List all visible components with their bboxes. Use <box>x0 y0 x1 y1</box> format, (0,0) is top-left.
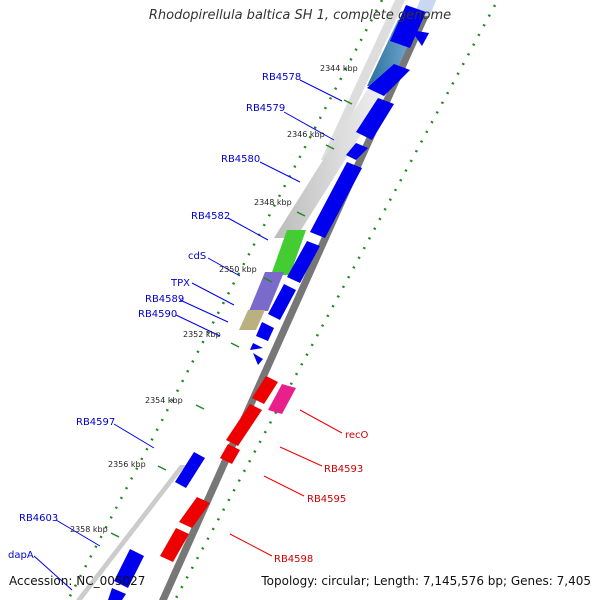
tick-label: 2358 kbp <box>70 525 108 534</box>
forward-genes <box>108 5 429 600</box>
forward-gene[interactable] <box>250 343 263 350</box>
tick-label: 2350 kbp <box>219 265 257 274</box>
tick-label: 2344 kbp <box>320 64 358 73</box>
gene-label[interactable]: RB4603 <box>19 513 58 524</box>
feature-cds-green <box>271 230 306 275</box>
reverse-leaders <box>229 409 343 557</box>
gene-label[interactable]: RB4598 <box>274 554 313 565</box>
forward-gene[interactable] <box>114 549 144 588</box>
map-title: Rhodopirellula baltica SH 1, complete ge… <box>148 8 452 23</box>
forward-gene[interactable] <box>256 322 274 341</box>
forward-gene[interactable] <box>346 143 368 160</box>
gene-label[interactable]: cdS <box>188 251 206 262</box>
forward-gene[interactable] <box>268 284 296 320</box>
reverse-gene[interactable] <box>220 444 240 464</box>
gene-label[interactable]: RB4580 <box>221 154 260 165</box>
tick-leaders <box>110 99 353 538</box>
feature-tpx-purple <box>249 272 284 311</box>
forward-leaders <box>33 79 343 591</box>
reverse-gene-labels: recO RB4593 RB4595 RB4598 <box>274 430 369 565</box>
gene-label[interactable]: RB4590 <box>138 309 177 320</box>
gene-label[interactable]: RB4595 <box>307 494 346 505</box>
topology-label: Topology: circular; Length: 7,145,576 bp… <box>261 574 591 588</box>
gene-label[interactable]: RB4593 <box>324 464 363 475</box>
reverse-gene[interactable] <box>226 404 262 446</box>
gene-label[interactable]: recO <box>345 430 369 441</box>
gene-label[interactable]: TPX <box>170 278 190 289</box>
forward-gene[interactable] <box>108 588 126 600</box>
reverse-genes <box>160 376 278 562</box>
tick-label: 2348 kbp <box>254 198 292 207</box>
tick-labels: 2344 kbp 2346 kbp 2348 kbp 2350 kbp 2352… <box>70 64 358 534</box>
reverse-gene[interactable] <box>252 376 278 404</box>
feature-reco-pink <box>268 384 296 414</box>
gene-label[interactable]: RB4579 <box>246 103 285 114</box>
gene-label[interactable]: RB4589 <box>145 294 184 305</box>
feature-rb4590-olive <box>239 310 265 330</box>
tick-label: 2352 kbp <box>183 330 221 339</box>
forward-gene[interactable] <box>287 241 320 283</box>
forward-gene-labels: RB4578 RB4579 RB4580 RB4582 cdS TPX RB45… <box>8 72 301 561</box>
tick-label: 2346 kbp <box>287 130 325 139</box>
accession-label: Accession: NC_005027 <box>9 574 146 588</box>
tick-label: 2354 kbp <box>145 396 183 405</box>
inner-tick-ring <box>173 4 497 600</box>
reverse-gene[interactable] <box>160 528 189 562</box>
gc-skew-band-upper <box>321 0 405 160</box>
forward-gene[interactable] <box>356 98 394 140</box>
forward-gene[interactable] <box>310 162 362 238</box>
forward-gene[interactable] <box>411 30 429 46</box>
tick-label: 2356 kbp <box>108 460 146 469</box>
gene-label[interactable]: dapA <box>8 550 34 561</box>
forward-gene[interactable] <box>367 64 410 96</box>
gene-label[interactable]: RB4578 <box>262 72 301 83</box>
gene-label[interactable]: RB4597 <box>76 417 115 428</box>
forward-gene[interactable] <box>253 353 263 365</box>
gene-label[interactable]: RB4582 <box>191 211 230 222</box>
gc-skew-band-lower <box>76 465 186 600</box>
reverse-gene[interactable] <box>179 497 210 528</box>
forward-gene[interactable] <box>390 5 426 48</box>
forward-gene[interactable] <box>175 452 205 488</box>
